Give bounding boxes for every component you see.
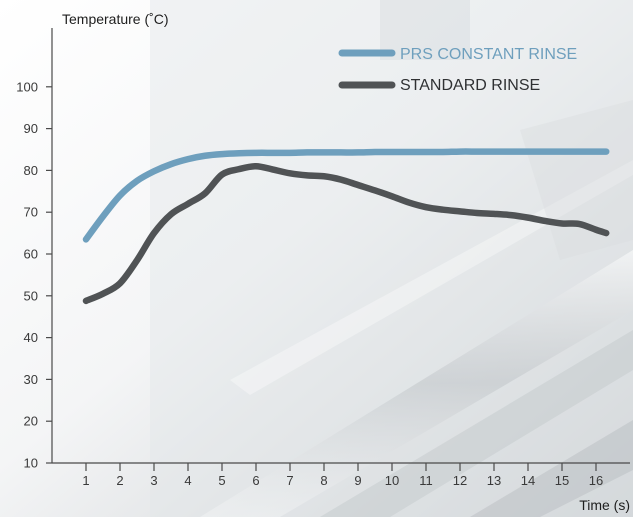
series-lines [82, 148, 610, 305]
series-line-prs-constant-rinse [82, 148, 610, 243]
x-axis-ticks: 1 2 3 4 5 6 7 8 9 10 11 12 13 14 15 16 [82, 463, 603, 488]
y-tick-label: 70 [24, 205, 38, 220]
y-tick-label: 40 [24, 330, 38, 345]
x-tick-label: 8 [320, 473, 327, 488]
x-tick-label: 9 [354, 473, 361, 488]
y-axis-title: Temperature (˚C) [62, 11, 169, 27]
x-tick-label: 12 [453, 473, 467, 488]
series-line-standard-rinse [82, 162, 610, 305]
x-tick-label: 4 [184, 473, 191, 488]
y-tick-label: 60 [24, 247, 38, 262]
x-axis-title: Time (s) [579, 497, 630, 513]
x-tick-label: 13 [487, 473, 501, 488]
x-tick-label: 7 [286, 473, 293, 488]
y-tick-label: 20 [24, 414, 38, 429]
y-axis-ticks: 10 20 30 40 50 60 70 80 90 100 [16, 79, 52, 471]
legend-label-standard: STANDARD RINSE [400, 77, 540, 94]
y-tick-label: 10 [24, 456, 38, 471]
legend-label-prs: PRS CONSTANT RINSE [400, 46, 577, 63]
y-tick-label: 50 [24, 288, 38, 303]
x-tick-label: 15 [555, 473, 569, 488]
y-tick-label: 100 [16, 79, 38, 94]
x-tick-label: 1 [82, 473, 89, 488]
x-tick-label: 16 [589, 473, 603, 488]
x-tick-label: 11 [419, 473, 433, 488]
legend: PRS CONSTANT RINSE STANDARD RINSE [338, 46, 577, 94]
x-tick-label: 5 [218, 473, 225, 488]
y-tick-label: 80 [24, 163, 38, 178]
x-tick-label: 6 [252, 473, 259, 488]
x-tick-label: 14 [521, 473, 535, 488]
x-tick-label: 2 [116, 473, 123, 488]
y-tick-label: 30 [24, 372, 38, 387]
x-tick-label: 10 [385, 473, 399, 488]
x-tick-label: 3 [150, 473, 157, 488]
y-tick-label: 90 [24, 121, 38, 136]
